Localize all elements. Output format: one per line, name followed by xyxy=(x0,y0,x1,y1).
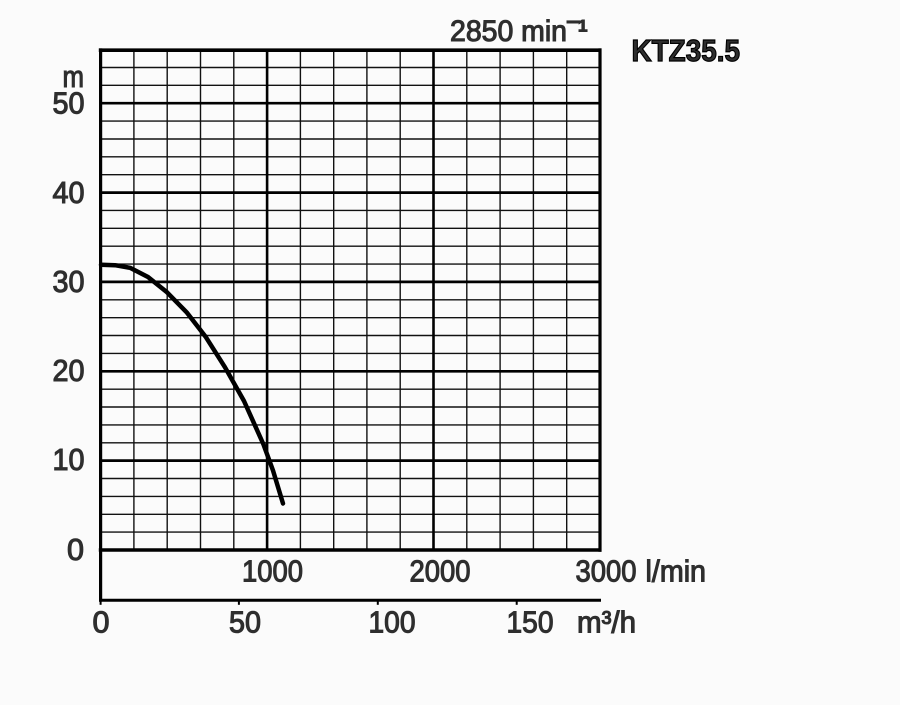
svg-text:l/min: l/min xyxy=(646,555,707,589)
svg-text:m³/h: m³/h xyxy=(577,605,636,639)
svg-text:50: 50 xyxy=(229,605,261,639)
svg-text:1: 1 xyxy=(578,17,587,36)
svg-text:10: 10 xyxy=(53,443,85,477)
svg-text:50: 50 xyxy=(53,87,85,121)
svg-text:2850 min: 2850 min xyxy=(450,15,567,48)
svg-text:m: m xyxy=(63,60,85,94)
svg-text:KTZ35.5: KTZ35.5 xyxy=(632,34,741,68)
svg-text:150: 150 xyxy=(507,605,554,639)
svg-text:2000: 2000 xyxy=(410,555,471,589)
svg-text:30: 30 xyxy=(53,265,85,299)
svg-text:0: 0 xyxy=(93,605,110,639)
svg-text:3000: 3000 xyxy=(576,555,637,589)
svg-text:1000: 1000 xyxy=(242,555,303,589)
svg-text:100: 100 xyxy=(369,605,416,639)
svg-text:40: 40 xyxy=(53,176,85,210)
svg-text:0: 0 xyxy=(67,533,84,567)
svg-text:20: 20 xyxy=(53,354,85,388)
